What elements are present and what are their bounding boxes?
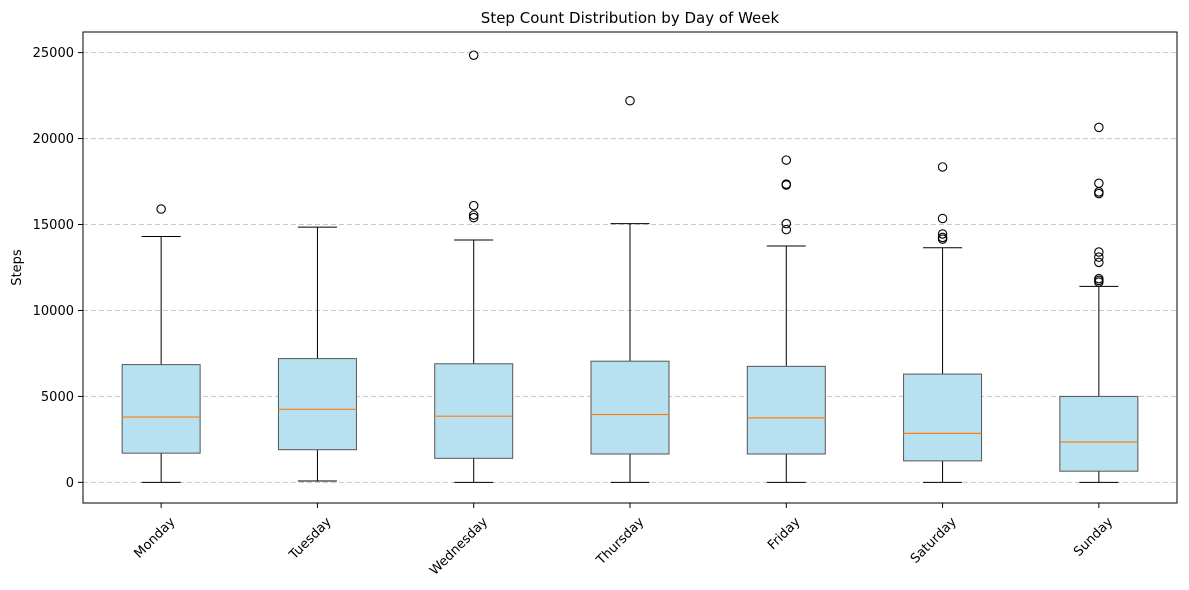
plot-frame [82,31,1178,504]
outlier-point [468,212,479,223]
y-tick-label: 0 [66,476,74,491]
outlier-point [781,179,792,189]
box-wednesday [434,50,514,483]
outlier-point [937,213,948,224]
outlier-point [1094,252,1104,262]
iqr-box [590,360,670,455]
x-tick-label: Wednesday [427,514,491,578]
outlier-point [468,200,479,211]
chart-title: Step Count Distribution by Day of Week [481,9,780,27]
outlier-point [781,218,792,229]
box-thursday [590,96,670,483]
box-tuesday [277,226,357,482]
outlier-point [156,204,166,214]
outlier-point [468,210,479,220]
iqr-box [746,365,826,455]
iqr-box [1059,395,1139,472]
outlier-point [1094,257,1104,268]
outlier-point [781,155,792,165]
x-tick-label: Friday [765,514,804,553]
y-tick-label: 15000 [33,218,74,233]
axes: 0 5000 10000 15000 20000 25000 Monday Tuesday We… [33,31,1178,578]
iqr-box [277,358,357,451]
outlier-point [781,224,792,235]
outlier-point [625,96,635,106]
y-axis-label: Steps [10,249,25,286]
y-tick-label: 20000 [33,132,74,147]
x-tick-label: Sunday [1071,514,1116,559]
y-tick-label: 5000 [41,390,74,405]
outlier-point [937,229,948,239]
outlier-point [1094,178,1104,189]
outlier-point [937,162,948,172]
x-tick-label: Monday [132,514,179,561]
box-saturday [903,162,983,483]
y-tick-label: 25000 [33,46,74,61]
x-tick-label: Tuesday [286,514,335,563]
iqr-box [434,363,514,459]
outlier-point [1094,247,1104,257]
iqr-box [121,364,201,454]
iqr-box [903,373,983,462]
outlier-point [468,50,479,60]
outlier-point [1094,273,1104,284]
y-tick-label: 10000 [33,304,74,319]
plot-area [121,50,1139,483]
outlier-point [937,232,948,243]
outlier-point [1094,122,1104,133]
box-sunday [1059,122,1139,483]
x-tick-label: Saturday [908,514,960,566]
box-friday [746,155,826,483]
x-tick-label: Thursday [593,514,647,568]
box-monday [121,204,201,483]
